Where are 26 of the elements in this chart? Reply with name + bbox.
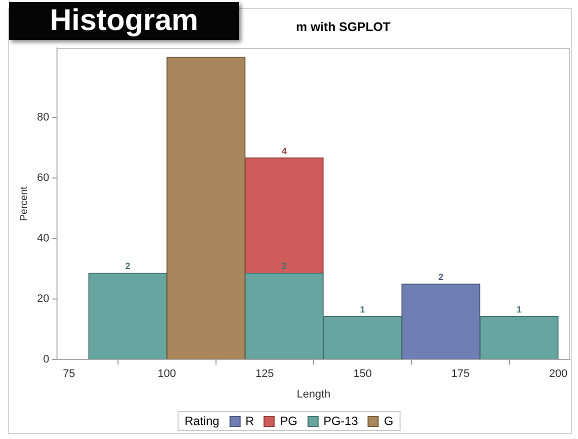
y-tick-label: 80 (36, 112, 50, 124)
y-tick-label: 0 (43, 354, 50, 366)
legend-label: G (384, 414, 394, 428)
annotation: 1 (360, 304, 366, 314)
annotation: 2 (282, 261, 287, 272)
annotation: 1 (516, 304, 522, 314)
y-axis-title: Percent (18, 186, 30, 222)
x-tick-label: 200 (549, 368, 568, 380)
x-tick-label: 75 (62, 368, 76, 380)
x-tick-label: 150 (353, 368, 372, 380)
y-tick-label: 20 (36, 293, 50, 306)
x-tick-label: 125 (256, 368, 274, 380)
chart-subtitle: m with SGPLOT (296, 20, 390, 34)
y-tick-label: 40 (36, 232, 50, 245)
legend-label: PG (280, 414, 298, 428)
legend-label: PG-13 (323, 414, 358, 428)
annotation: 2 (125, 261, 130, 272)
x-tick-label: 100 (158, 368, 176, 380)
annotation: 4 (282, 146, 287, 156)
y-tick-label: 60 (36, 172, 50, 184)
legend-label: R (245, 414, 254, 428)
legend-title: Rating (184, 414, 220, 428)
x-axis-title: Length (296, 388, 330, 400)
chart-title: Histogram (9, 2, 239, 40)
x-tick-label: 175 (451, 368, 470, 380)
annotation: 2 (438, 272, 444, 282)
